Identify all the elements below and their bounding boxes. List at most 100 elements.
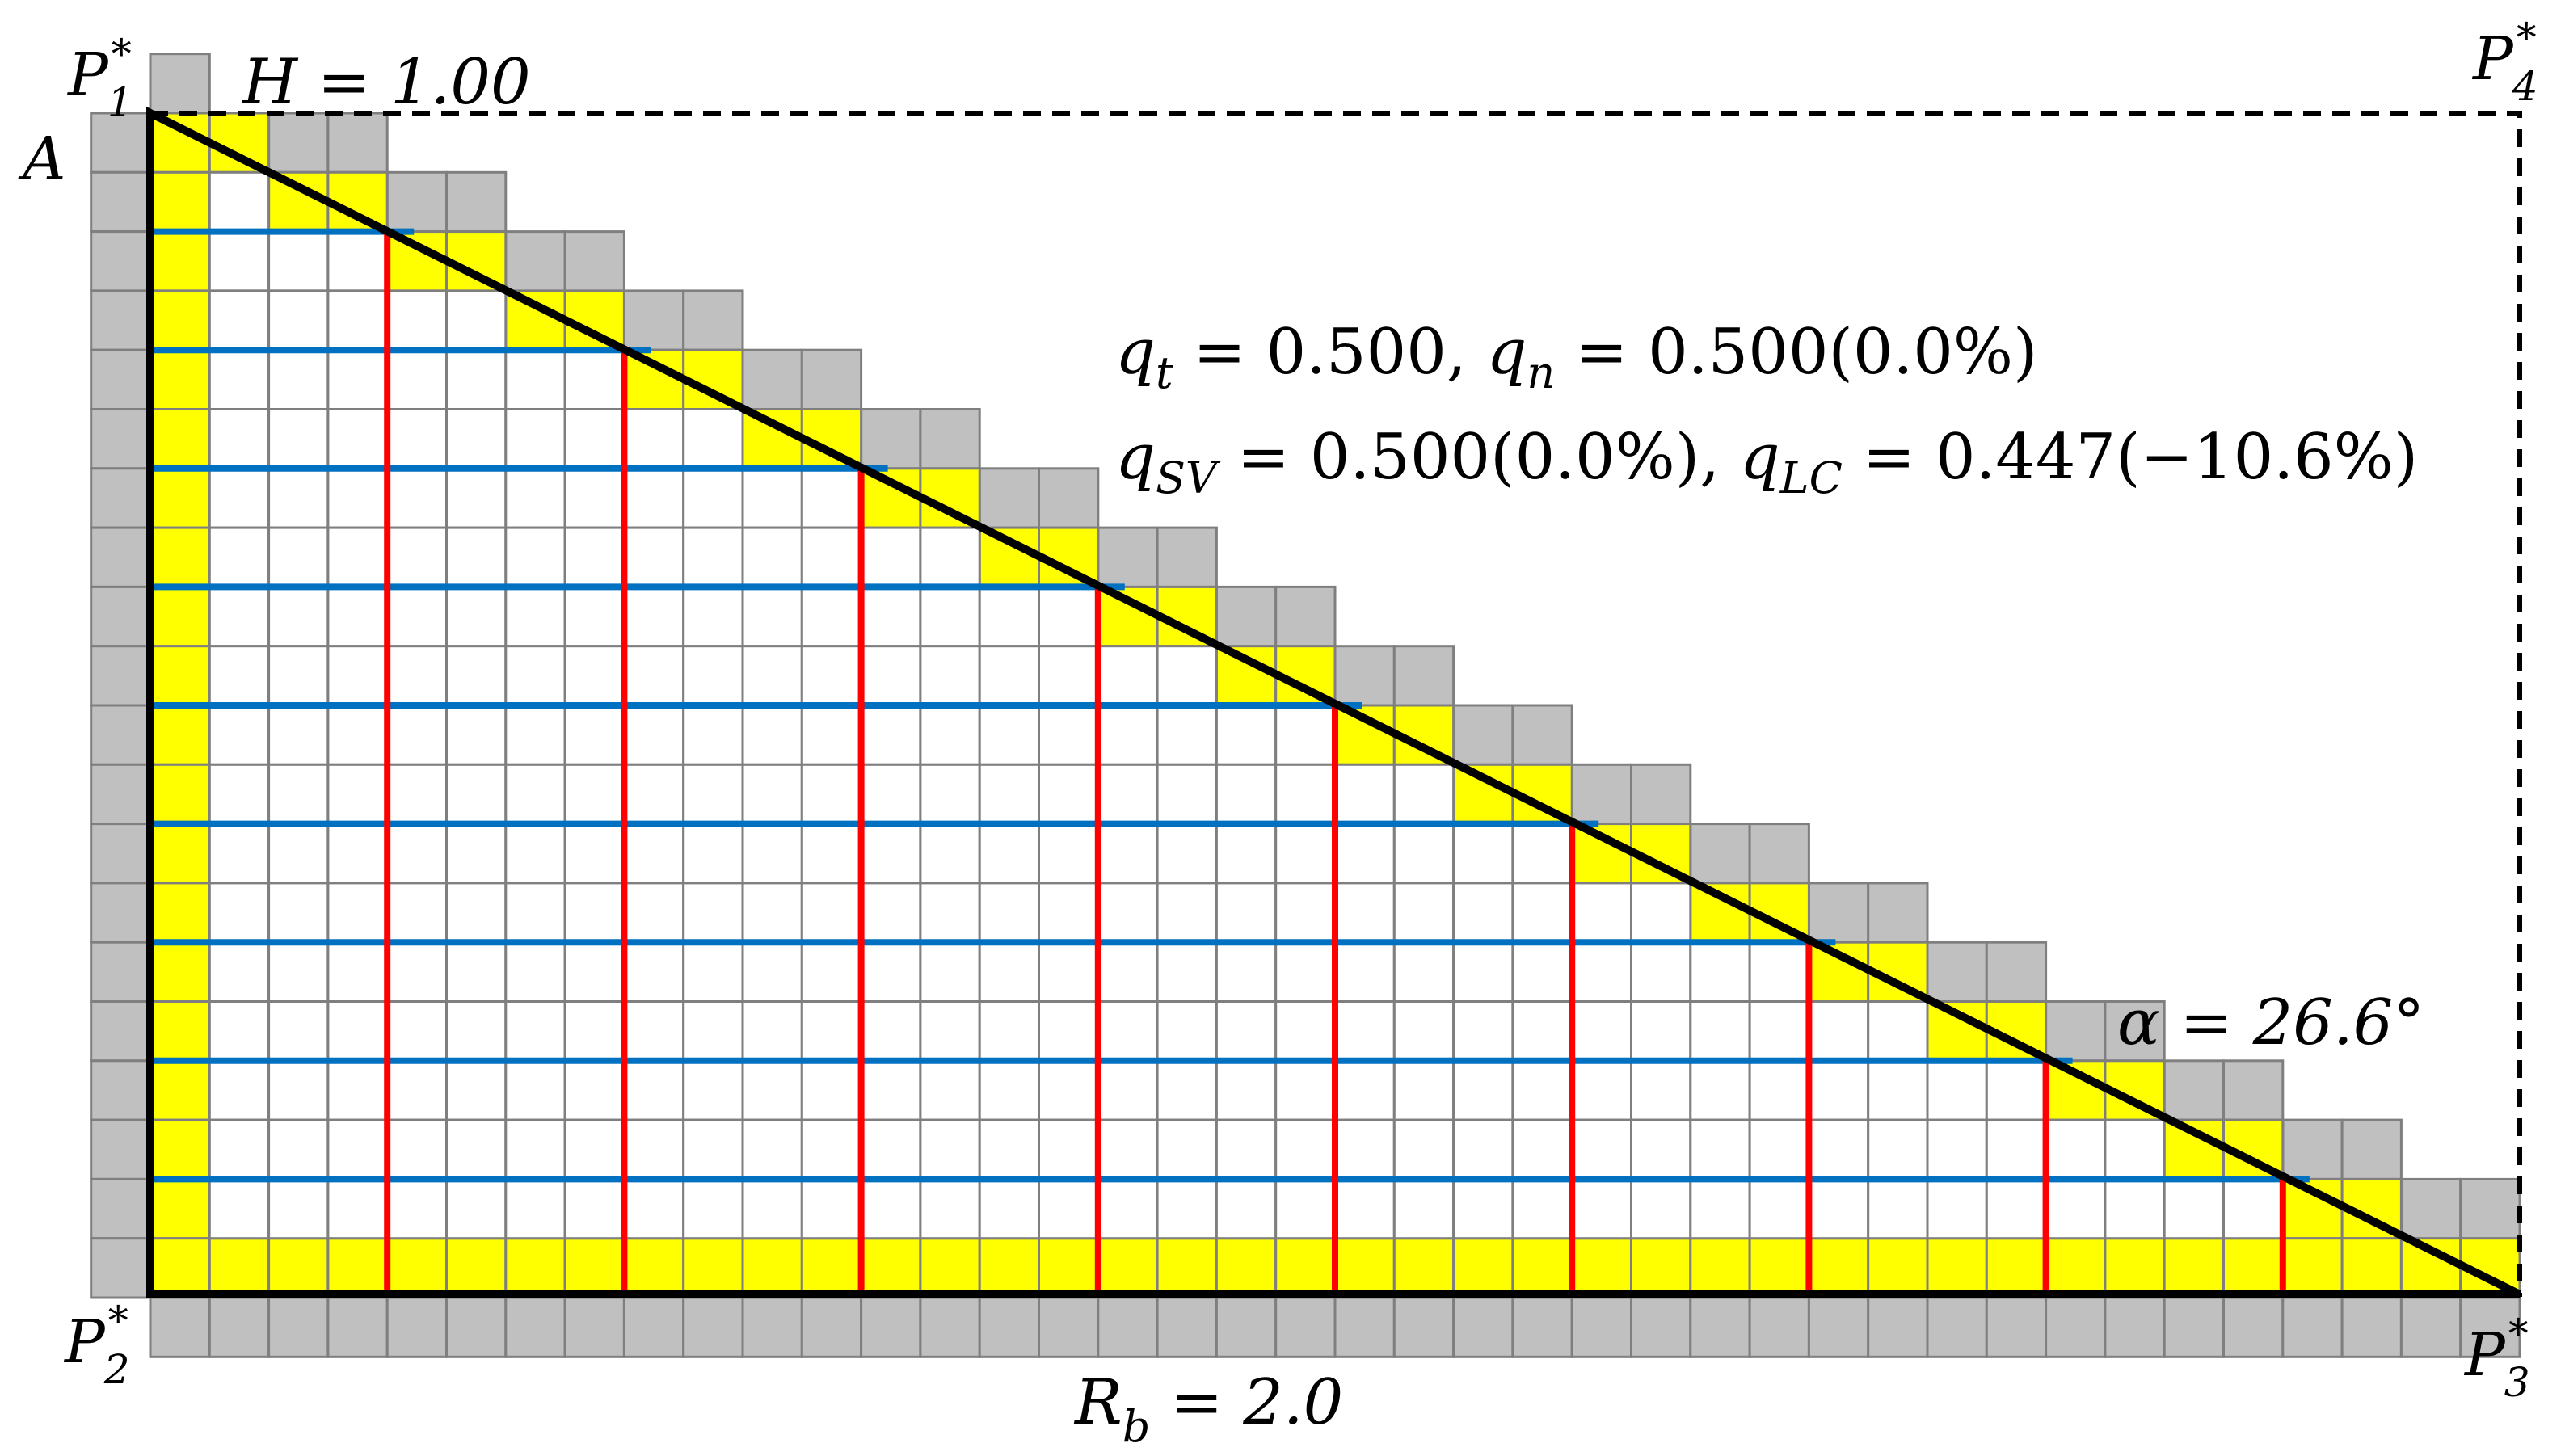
interior-cell bbox=[563, 526, 625, 588]
boundary-cell bbox=[2222, 1059, 2285, 1121]
boundary-cell bbox=[1926, 941, 1988, 1003]
interior-cell bbox=[1985, 1177, 2048, 1240]
interior-cell bbox=[622, 763, 685, 826]
point-a-label: A bbox=[18, 124, 65, 194]
boundary-cell bbox=[504, 1296, 566, 1358]
interior-cell bbox=[978, 882, 1040, 944]
interior-cell bbox=[1392, 1059, 1455, 1121]
boundary-cell bbox=[1807, 882, 1870, 944]
boundary-cell bbox=[2045, 1000, 2107, 1063]
corner-p2-label: P* 2 bbox=[63, 1298, 130, 1393]
interior-cell bbox=[800, 823, 863, 885]
interior-cell bbox=[1689, 1059, 1751, 1121]
interior-cell bbox=[741, 704, 803, 766]
interface-cell bbox=[2163, 1237, 2225, 1299]
interior-cell bbox=[1215, 882, 1278, 944]
interior-cell bbox=[622, 408, 685, 470]
interior-cell bbox=[385, 408, 449, 470]
interior-cell bbox=[1985, 1059, 2048, 1121]
interior-cell bbox=[385, 704, 449, 766]
interior-cell bbox=[1630, 1177, 1692, 1240]
interior-cell bbox=[1156, 882, 1218, 944]
boundary-cell bbox=[1452, 1296, 1514, 1358]
interface-cell bbox=[1926, 1237, 1988, 1299]
interior-cell bbox=[1807, 1000, 1870, 1063]
interior-cell bbox=[1867, 1059, 1929, 1121]
interior-cell bbox=[1511, 1000, 1573, 1063]
interior-cell bbox=[1867, 1000, 1929, 1063]
interior-cell bbox=[385, 941, 449, 1003]
interior-cell bbox=[385, 467, 449, 529]
interior-cell bbox=[563, 823, 625, 885]
interface-cell bbox=[1748, 1237, 1810, 1299]
interior-cell bbox=[1689, 1000, 1751, 1063]
interior-cell bbox=[208, 289, 271, 351]
interior-cell bbox=[504, 823, 566, 885]
interior-cell bbox=[1867, 1118, 1929, 1180]
boundary-cell bbox=[978, 467, 1040, 529]
triangle-outline bbox=[146, 106, 2522, 1298]
boundary-cell bbox=[1038, 1296, 1100, 1358]
interface-cell bbox=[1333, 1237, 1396, 1299]
boundary-cell bbox=[1570, 763, 1632, 826]
interior-cell bbox=[1748, 1059, 1810, 1121]
interior-cell bbox=[326, 882, 389, 944]
interface-cell bbox=[978, 526, 1040, 588]
interior-cell bbox=[267, 763, 330, 826]
boundary-cell bbox=[1333, 645, 1396, 707]
interface-cell bbox=[385, 230, 449, 292]
interface-cell bbox=[149, 1237, 211, 1299]
interior-cell bbox=[385, 526, 449, 588]
interior-cell bbox=[800, 1000, 863, 1063]
boundary-cell bbox=[90, 823, 152, 885]
interface-cell bbox=[741, 1237, 803, 1299]
boundary-cell bbox=[563, 230, 625, 292]
boundary-cell bbox=[1156, 526, 1218, 588]
interior-cell bbox=[1038, 1118, 1100, 1180]
interior-cell bbox=[445, 526, 508, 588]
interior-cell bbox=[267, 882, 330, 944]
boundary-cell bbox=[385, 170, 449, 234]
interior-cell bbox=[445, 289, 508, 351]
interior-cell bbox=[741, 882, 803, 944]
interior-cell bbox=[1215, 763, 1278, 826]
interior-cell bbox=[1097, 763, 1159, 826]
interior-cell bbox=[445, 941, 508, 1003]
interior-cell bbox=[1097, 1177, 1159, 1240]
boundary-cell bbox=[1630, 1296, 1692, 1358]
boundary-cell bbox=[90, 882, 152, 944]
interior-cell bbox=[1038, 823, 1100, 885]
interface-cell bbox=[149, 1059, 211, 1121]
interior-cell bbox=[860, 1177, 922, 1240]
interior-cell bbox=[1985, 1118, 2048, 1180]
interior-cell bbox=[385, 585, 449, 648]
interior-cell bbox=[1156, 941, 1218, 1003]
interior-cell bbox=[208, 1059, 271, 1121]
interior-cell bbox=[1452, 1118, 1514, 1180]
boundary-cell bbox=[1274, 585, 1337, 648]
interior-cell bbox=[208, 408, 271, 470]
interior-cell bbox=[682, 408, 744, 470]
interface-cell bbox=[860, 1237, 922, 1299]
interior-cell bbox=[860, 585, 922, 648]
interior-cell bbox=[326, 1118, 389, 1180]
interface-cell bbox=[2281, 1237, 2344, 1299]
interior-cell bbox=[2045, 1177, 2107, 1240]
interior-cell bbox=[1570, 1118, 1632, 1180]
interior-cell bbox=[682, 941, 744, 1003]
boundary-cell bbox=[149, 53, 211, 115]
boundary-cell bbox=[1333, 1296, 1396, 1358]
interior-cell bbox=[1097, 645, 1159, 707]
interior-cell bbox=[208, 585, 271, 648]
boundary-cell bbox=[1630, 763, 1692, 826]
interior-cell bbox=[1630, 1000, 1692, 1063]
interior-cell bbox=[445, 1118, 508, 1180]
boundary-cell bbox=[90, 645, 152, 707]
interior-cell bbox=[267, 704, 330, 766]
interior-cell bbox=[1511, 941, 1573, 1003]
corner-p3-label: P* 3 bbox=[2463, 1311, 2530, 1406]
interior-cell bbox=[860, 941, 922, 1003]
interface-cell bbox=[149, 941, 211, 1003]
interior-cell bbox=[919, 1059, 981, 1121]
interface-cells bbox=[149, 112, 2521, 1299]
